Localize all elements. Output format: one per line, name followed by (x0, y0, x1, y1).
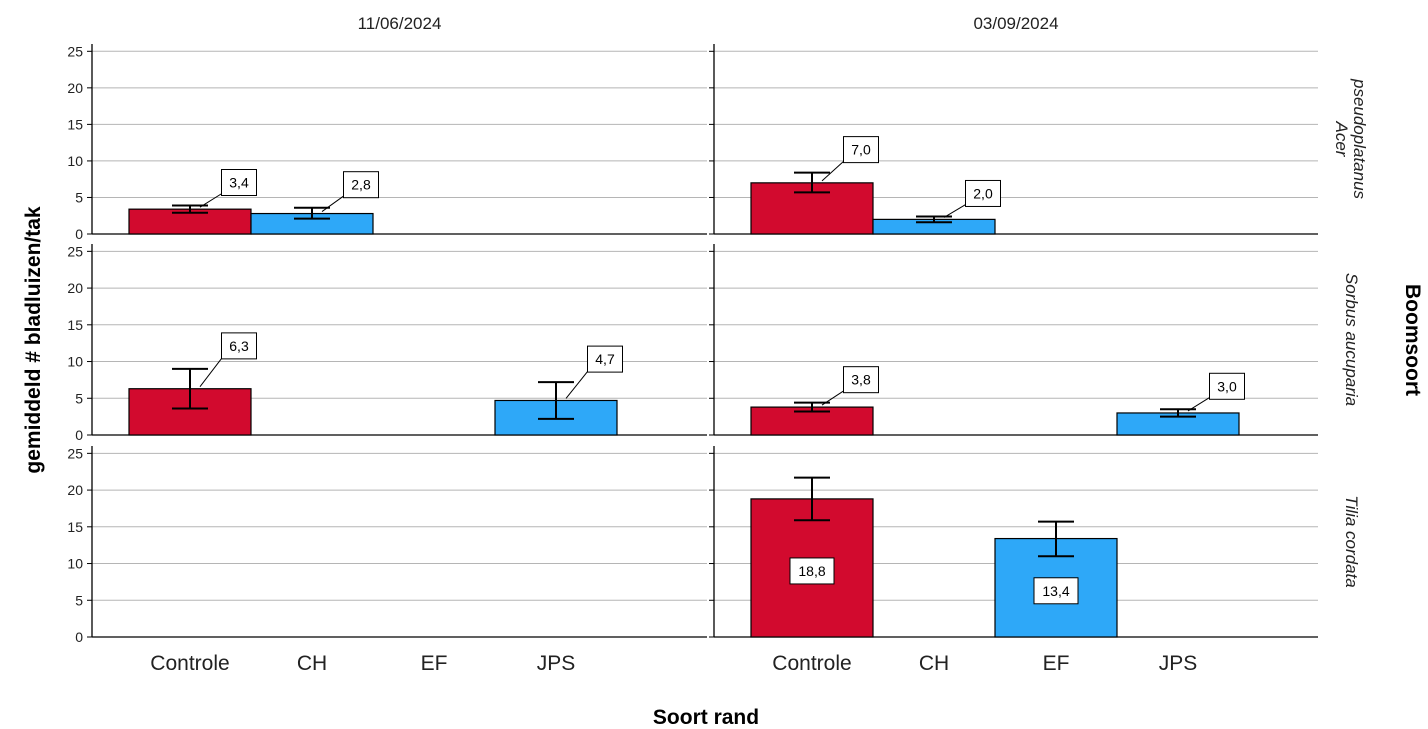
data-label-leader (321, 194, 346, 212)
y-tick-label: 5 (75, 189, 83, 205)
y-tick-label: 0 (75, 226, 83, 242)
data-label: 18,8 (798, 563, 825, 579)
x-tick-label: EF (421, 652, 448, 675)
x-tick-label: JPS (1159, 652, 1198, 675)
y-tick-label: 20 (67, 280, 83, 296)
y-tick-label: 0 (75, 427, 83, 443)
data-label: 13,4 (1042, 583, 1069, 599)
row-axis-title: Boomsoort (1401, 284, 1424, 396)
bar-controle (750, 406, 874, 436)
data-label-box (1033, 577, 1079, 605)
data-label: 3,0 (1217, 378, 1237, 394)
data-label-box (843, 366, 879, 394)
y-tick-label: 0 (75, 629, 83, 645)
data-label-box (1209, 372, 1245, 400)
data-label-leader (821, 159, 846, 182)
y-tick-label: 15 (67, 519, 83, 535)
data-label-leader (821, 389, 846, 406)
x-tick-label: Controle (150, 652, 229, 675)
y-tick-label: 10 (67, 153, 83, 169)
x-tick-label: CH (297, 652, 327, 675)
data-label: 3,4 (229, 175, 249, 191)
y-tick-label: 25 (67, 43, 83, 59)
y-tick-label: 15 (67, 317, 83, 333)
x-axis-title: Soort rand (653, 706, 759, 729)
x-tick-label: Controle (772, 652, 851, 675)
row-label-2: Tilia cordata (1342, 495, 1361, 587)
x-tick-label: CH (919, 652, 949, 675)
data-label-leader (199, 192, 224, 208)
y-tick-label: 10 (67, 556, 83, 572)
data-label-leader (199, 355, 224, 388)
x-tick-label: JPS (537, 652, 576, 675)
data-label-box (843, 136, 879, 164)
data-label-box (221, 332, 257, 360)
data-label: 2,0 (973, 185, 993, 201)
data-label-box (965, 179, 1001, 207)
column-header-0: 11/06/2024 (358, 14, 442, 33)
data-label: 7,0 (851, 142, 871, 158)
y-tick-label: 20 (67, 80, 83, 96)
data-label: 4,7 (595, 351, 615, 367)
y-tick-label: 5 (75, 390, 83, 406)
y-tick-label: 25 (67, 243, 83, 259)
y-axis-title: gemiddeld # bladluizen/tak (22, 206, 45, 474)
data-label: 6,3 (229, 338, 249, 354)
data-label: 2,8 (351, 177, 371, 193)
y-tick-label: 15 (67, 116, 83, 132)
y-tick-label: 5 (75, 592, 83, 608)
y-tick-label: 25 (67, 445, 83, 461)
row-label-0: pseudoplatanus (1350, 78, 1369, 200)
y-tick-label: 10 (67, 354, 83, 370)
data-label-box (343, 171, 379, 199)
column-header-1: 03/09/2024 (973, 14, 1058, 33)
row-label-0: Acer (1332, 121, 1351, 158)
y-tick-label: 20 (67, 482, 83, 498)
data-label-leader (943, 203, 968, 218)
data-label-box (221, 169, 257, 196)
data-label-box (789, 557, 835, 585)
data-label-leader (565, 368, 590, 399)
x-tick-label: EF (1043, 652, 1070, 675)
row-label-1: Sorbus aucuparia (1342, 273, 1361, 406)
data-label: 3,8 (851, 372, 871, 388)
data-label-leader (1187, 395, 1212, 412)
data-label-box (587, 345, 623, 373)
